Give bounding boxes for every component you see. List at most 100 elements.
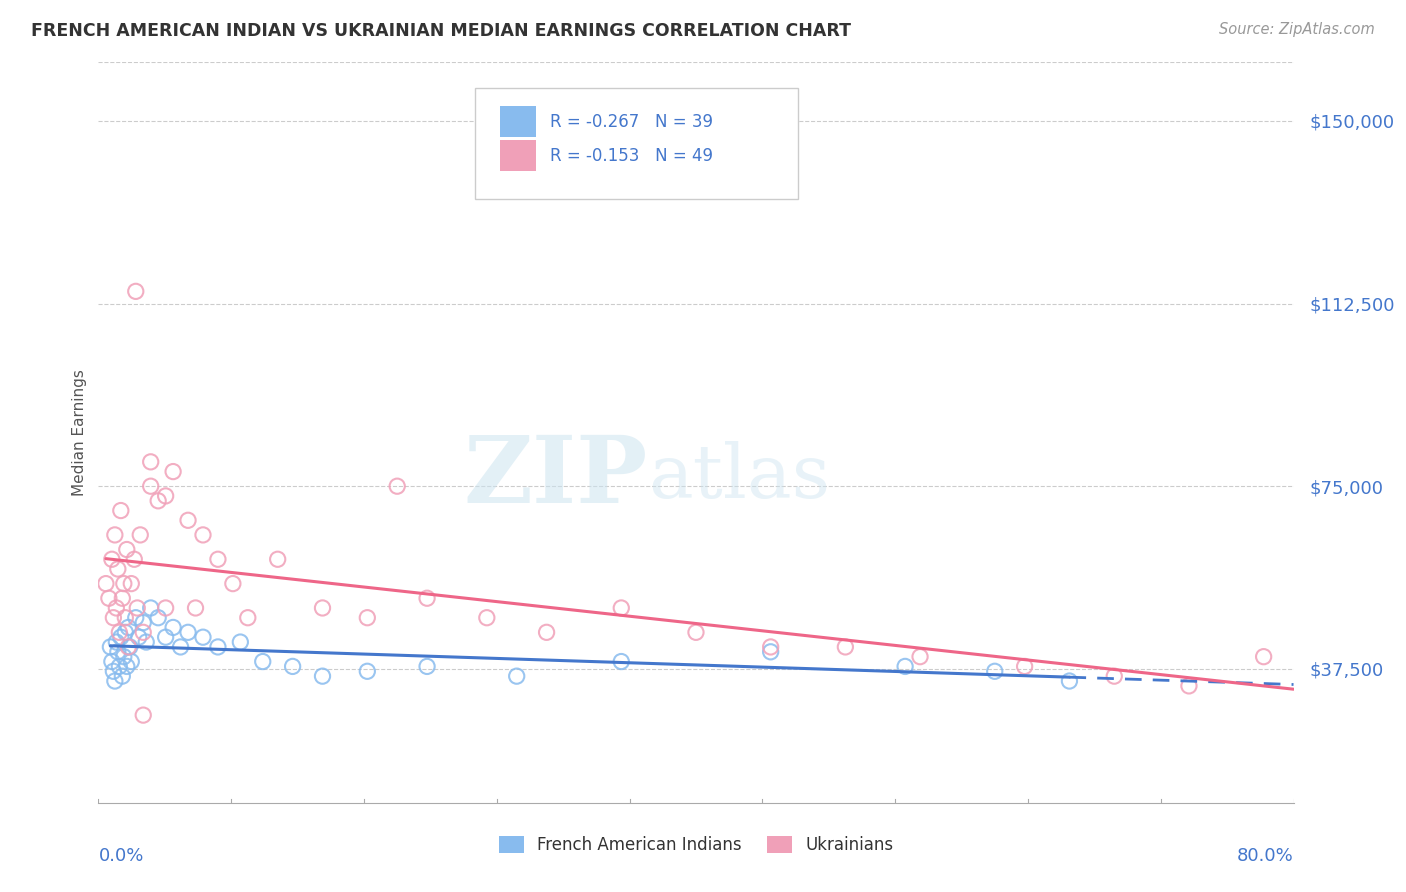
Point <box>110 630 132 644</box>
Point <box>129 528 152 542</box>
Point <box>107 562 129 576</box>
Point <box>267 552 290 566</box>
Point <box>229 635 252 649</box>
Point <box>94 576 117 591</box>
Point <box>207 640 229 654</box>
Point <box>1014 659 1036 673</box>
Point <box>111 591 134 606</box>
Point <box>111 669 134 683</box>
Point <box>177 513 200 527</box>
Point <box>356 610 378 624</box>
Point <box>222 576 245 591</box>
Point <box>191 630 214 644</box>
Point <box>112 576 135 591</box>
Point <box>506 669 529 683</box>
Point <box>236 610 259 624</box>
Point <box>148 493 170 508</box>
Point <box>125 610 148 624</box>
Point <box>610 601 633 615</box>
Point <box>1104 669 1126 683</box>
Point <box>107 645 129 659</box>
Point <box>103 610 125 624</box>
Point <box>104 528 127 542</box>
Point <box>108 659 131 673</box>
Text: atlas: atlas <box>648 441 831 514</box>
Point <box>155 601 177 615</box>
Point <box>132 708 155 723</box>
Point <box>908 649 931 664</box>
Point <box>148 610 170 624</box>
Point <box>311 669 333 683</box>
Point <box>207 552 229 566</box>
Point <box>475 610 498 624</box>
Text: R = -0.267   N = 39: R = -0.267 N = 39 <box>550 112 713 130</box>
Text: FRENCH AMERICAN INDIAN VS UKRAINIAN MEDIAN EARNINGS CORRELATION CHART: FRENCH AMERICAN INDIAN VS UKRAINIAN MEDI… <box>31 22 851 40</box>
Point <box>118 640 141 654</box>
Point <box>984 665 1007 679</box>
Text: 80.0%: 80.0% <box>1237 847 1294 865</box>
Point <box>101 552 124 566</box>
Point <box>184 601 207 615</box>
Point <box>162 465 184 479</box>
Point <box>108 625 131 640</box>
Point <box>120 576 142 591</box>
Legend: French American Indians, Ukrainians: French American Indians, Ukrainians <box>492 830 900 861</box>
Point <box>115 659 138 673</box>
Point <box>311 601 333 615</box>
Point <box>115 542 138 557</box>
Point <box>685 625 707 640</box>
Point <box>124 552 146 566</box>
Point <box>610 655 633 669</box>
Point <box>120 655 142 669</box>
Point <box>132 615 155 630</box>
Point <box>101 655 124 669</box>
Point <box>155 489 177 503</box>
Point <box>177 625 200 640</box>
Point <box>416 591 439 606</box>
Point <box>114 610 136 624</box>
Point <box>104 673 127 688</box>
Point <box>834 640 856 654</box>
Point <box>1178 679 1201 693</box>
Point <box>281 659 304 673</box>
Text: Source: ZipAtlas.com: Source: ZipAtlas.com <box>1219 22 1375 37</box>
Point <box>97 591 120 606</box>
Y-axis label: Median Earnings: Median Earnings <box>72 369 87 496</box>
FancyBboxPatch shape <box>501 106 536 137</box>
Point <box>125 285 148 299</box>
Point <box>356 665 378 679</box>
Point <box>103 665 125 679</box>
Point <box>127 601 149 615</box>
Point <box>128 630 150 644</box>
Text: 0.0%: 0.0% <box>98 847 143 865</box>
Point <box>155 630 177 644</box>
Text: R = -0.153   N = 49: R = -0.153 N = 49 <box>550 146 713 165</box>
Point <box>105 635 128 649</box>
Point <box>536 625 558 640</box>
Point <box>759 645 782 659</box>
Point <box>132 625 155 640</box>
Text: ZIP: ZIP <box>464 432 648 522</box>
FancyBboxPatch shape <box>475 88 797 200</box>
Point <box>191 528 214 542</box>
Point <box>139 455 162 469</box>
Point <box>117 620 139 634</box>
Point <box>385 479 409 493</box>
Point <box>114 625 136 640</box>
Point <box>112 649 135 664</box>
Point <box>105 601 128 615</box>
Point <box>252 655 274 669</box>
Point <box>1059 673 1081 688</box>
FancyBboxPatch shape <box>501 140 536 171</box>
Point <box>169 640 191 654</box>
Point <box>1253 649 1275 664</box>
Point <box>162 620 184 634</box>
Point <box>759 640 782 654</box>
Point <box>894 659 917 673</box>
Point <box>110 503 132 517</box>
Point <box>139 479 162 493</box>
Point <box>139 601 162 615</box>
Point <box>416 659 439 673</box>
Point <box>98 640 122 654</box>
Point <box>117 640 139 654</box>
